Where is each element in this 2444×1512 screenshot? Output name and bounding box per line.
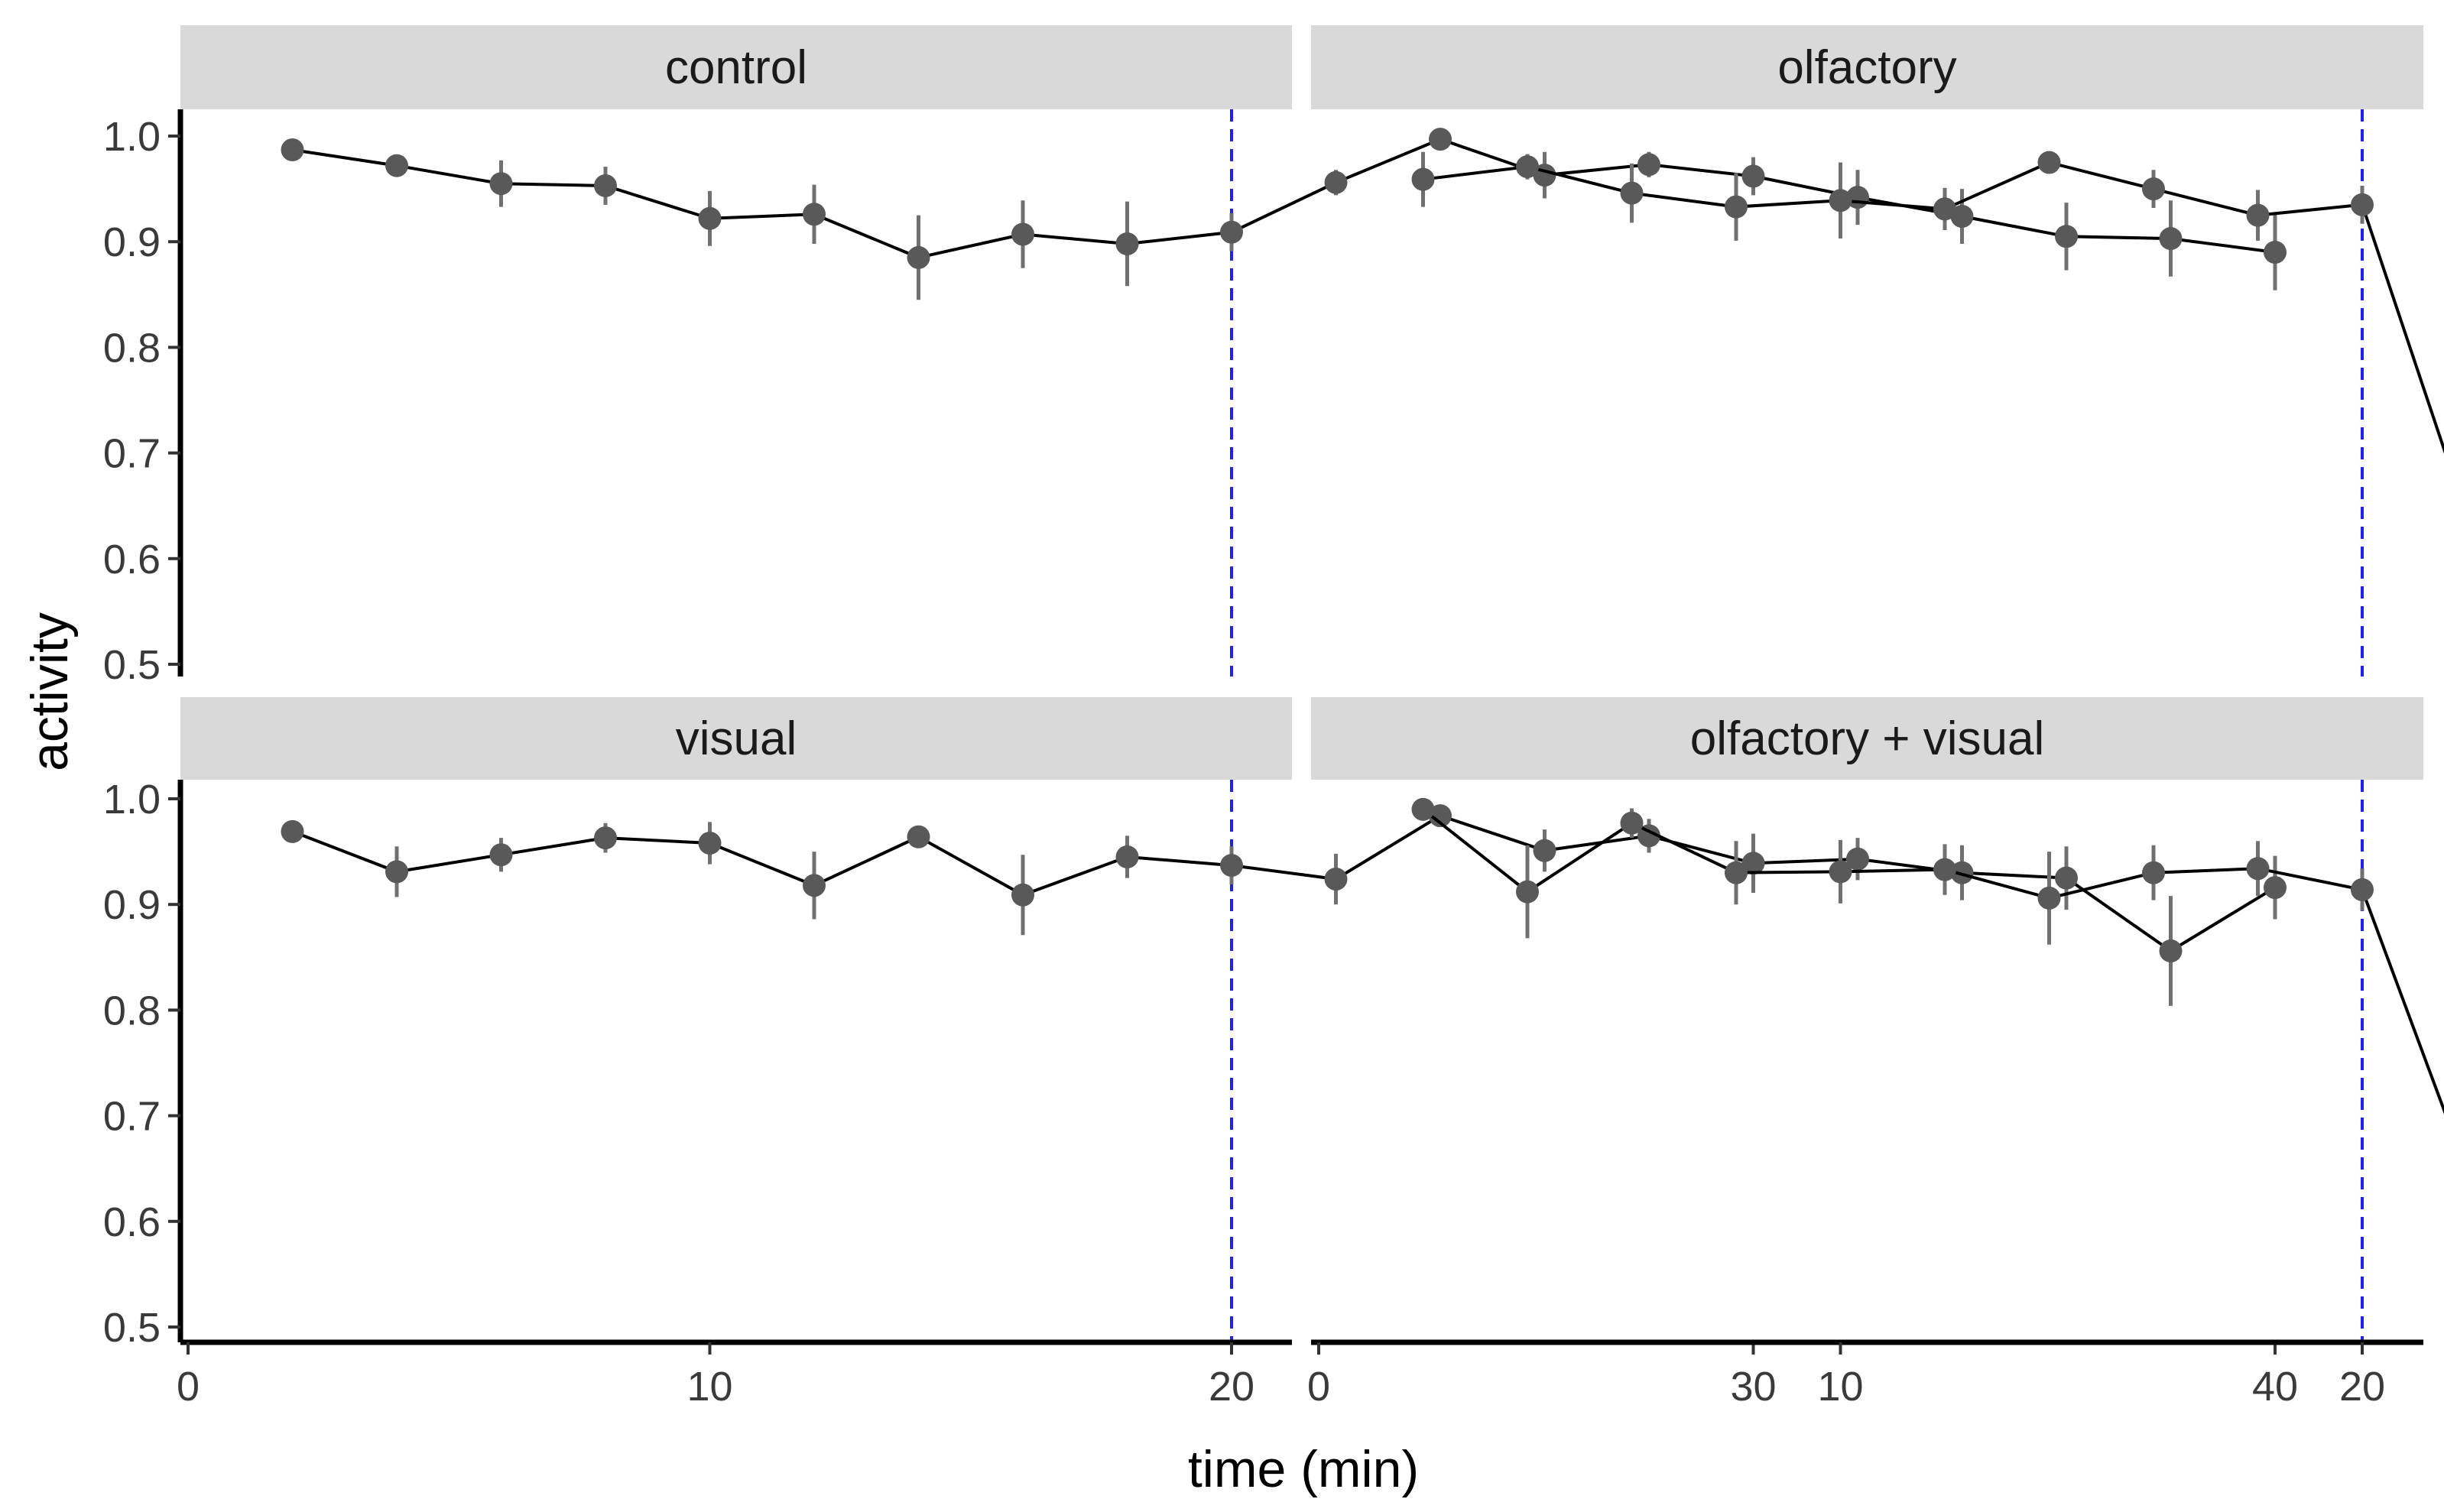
data-point xyxy=(1220,220,1243,244)
data-point xyxy=(1933,858,1956,881)
facet-strip xyxy=(180,697,1292,780)
data-point xyxy=(2159,227,2183,251)
x-tick-label: 30 xyxy=(1730,1364,1776,1410)
data-point xyxy=(1741,164,1765,188)
data-point xyxy=(1011,222,1034,246)
data-point xyxy=(489,172,513,196)
data-point xyxy=(281,819,304,843)
facet-strip xyxy=(1311,697,2423,780)
facet-strip xyxy=(1311,25,2423,109)
panel-olfactory: olfactory xyxy=(1311,25,2444,677)
series-line xyxy=(292,137,2276,259)
data-point xyxy=(594,826,617,850)
data-point xyxy=(1933,197,1956,221)
y-tick-label: 0.6 xyxy=(103,1199,161,1245)
data-point xyxy=(2055,866,2078,890)
data-point xyxy=(594,174,617,197)
y-tick-label: 1.0 xyxy=(103,114,161,160)
y-tick-label: 0.5 xyxy=(103,1305,161,1351)
y-tick-label: 0.6 xyxy=(103,537,161,582)
data-point xyxy=(1950,205,1974,229)
data-point xyxy=(1115,232,1139,255)
data-point xyxy=(1516,880,1539,904)
facet-strip-label: olfactory + visual xyxy=(1690,712,2045,765)
data-point xyxy=(385,860,408,884)
data-point xyxy=(1011,883,1034,907)
facet-strip-label: visual xyxy=(676,712,797,765)
data-point xyxy=(1411,167,1435,191)
y-tick-label: 0.8 xyxy=(103,988,161,1033)
data-point xyxy=(2264,876,2287,900)
facet-strip-label: olfactory xyxy=(1777,41,1956,94)
data-point xyxy=(1741,852,1765,875)
y-tick-label: 0.5 xyxy=(103,642,161,688)
data-point xyxy=(803,203,826,226)
data-point xyxy=(1220,854,1243,878)
data-point xyxy=(803,874,826,897)
data-point xyxy=(1620,181,1644,205)
y-axis-title: activity xyxy=(21,612,79,771)
x-tick-label: 40 xyxy=(2252,1364,2298,1410)
data-point xyxy=(698,832,722,855)
data-point xyxy=(2055,225,2078,248)
y-tick-label: 0.9 xyxy=(103,219,161,265)
data-point xyxy=(281,138,304,161)
x-tick-label: 10 xyxy=(1817,1364,1863,1410)
panel-visual: visual xyxy=(180,697,2287,1342)
data-point xyxy=(385,154,408,177)
x-tick-label: 0 xyxy=(177,1364,200,1410)
x-tick-label: 20 xyxy=(1209,1364,1254,1410)
data-point xyxy=(2142,861,2165,884)
y-tick-label: 0.8 xyxy=(103,325,161,371)
data-point xyxy=(489,843,513,867)
data-point xyxy=(1725,195,1748,219)
x-axis-title: time (min) xyxy=(1188,1440,1419,1498)
data-point xyxy=(907,825,930,848)
y-tick-label: 0.7 xyxy=(103,1094,161,1140)
data-point xyxy=(2037,886,2061,910)
series-line xyxy=(1422,808,2444,1115)
data-point xyxy=(2351,193,2374,216)
data-point xyxy=(1429,128,1452,151)
data-point xyxy=(2037,151,2061,174)
axes-layer: 0.5 0.6 0.7 0.8 0.9 1.0 0 10 20 30 40 0.5 0.6 0.7 0.8 0… xyxy=(103,109,2423,1410)
y-tick-label: 0.7 xyxy=(103,431,161,477)
data-point xyxy=(1725,861,1748,884)
panel-olfactory-visual: olfactory + visual xyxy=(1311,697,2444,1342)
x-tick-label: 0 xyxy=(1307,1364,1330,1410)
data-point xyxy=(1324,868,1348,891)
data-point xyxy=(1846,847,1869,871)
series-line xyxy=(291,813,2277,953)
y-tick-label: 0.9 xyxy=(103,882,161,928)
data-point xyxy=(1637,153,1660,177)
data-point xyxy=(1411,797,1435,821)
data-point xyxy=(1429,804,1452,828)
data-point xyxy=(2159,939,2183,963)
x-tick-label: 20 xyxy=(2339,1364,2385,1410)
series-line xyxy=(1423,161,2444,454)
facet-strip-label: control xyxy=(665,41,807,94)
data-point xyxy=(2246,857,2270,881)
data-point xyxy=(2264,241,2287,264)
data-point xyxy=(1324,170,1348,194)
data-point xyxy=(2351,878,2374,901)
panels-layer: control olfactory visual olfactory + visual xyxy=(180,25,2444,1342)
facet-strip xyxy=(180,25,1292,109)
data-point xyxy=(1115,845,1139,869)
y-tick-label: 1.0 xyxy=(103,777,161,823)
data-point xyxy=(2246,203,2270,227)
data-point xyxy=(1829,189,1852,213)
data-point xyxy=(1829,860,1852,884)
data-point xyxy=(907,245,930,269)
data-point xyxy=(1620,811,1644,835)
data-point xyxy=(1533,839,1556,862)
data-point xyxy=(1516,155,1539,179)
data-point xyxy=(2142,177,2165,201)
data-point xyxy=(698,206,722,230)
panel-control: control xyxy=(180,25,2287,677)
x-tick-label: 10 xyxy=(686,1364,732,1410)
